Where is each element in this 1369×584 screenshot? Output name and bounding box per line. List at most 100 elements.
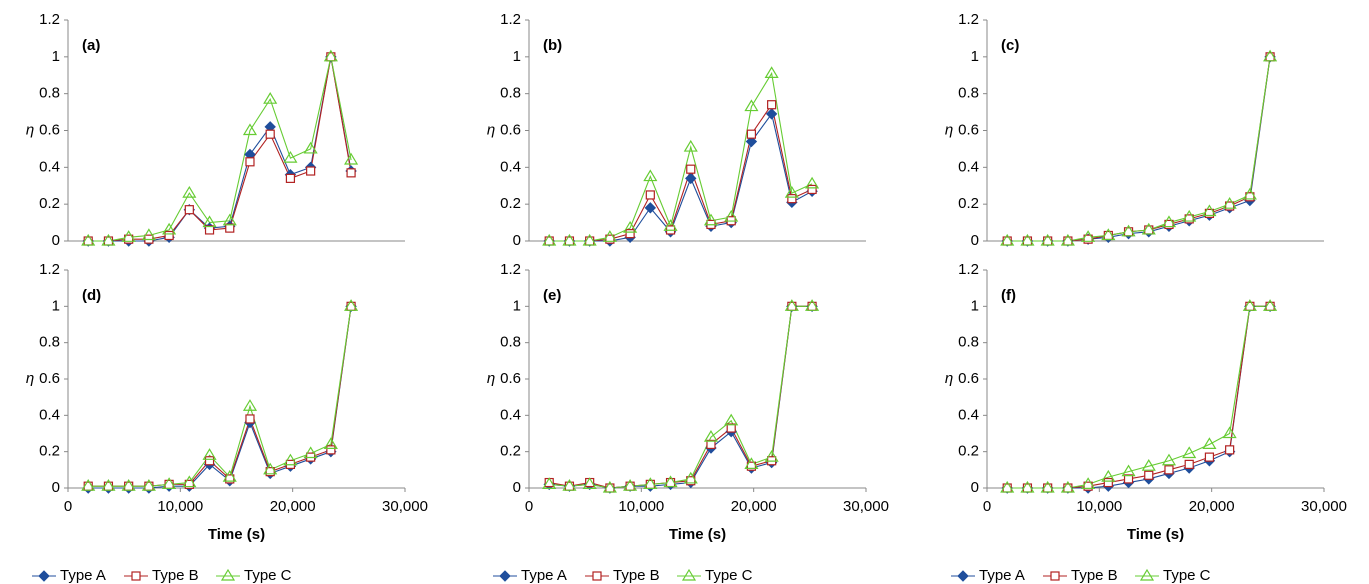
data-point — [1123, 474, 1134, 484]
data-point — [562, 233, 577, 246]
data-point — [807, 301, 817, 311]
x-tick-label: 10,000 — [157, 498, 203, 515]
data-point — [1000, 233, 1015, 246]
data-point — [542, 233, 557, 246]
data-point — [81, 233, 96, 246]
panel-label: (b) — [543, 37, 562, 54]
y-axis-label: η — [26, 370, 34, 387]
data-point — [1040, 480, 1055, 493]
data-point — [323, 437, 338, 449]
data-point — [184, 205, 194, 215]
y-axis-label: η — [945, 121, 953, 138]
data-point — [323, 49, 338, 62]
data-point — [303, 141, 318, 154]
data-point — [1141, 222, 1156, 235]
data-point — [1161, 453, 1177, 466]
data-point — [643, 169, 658, 182]
data-point — [1002, 236, 1012, 246]
y-axis-label: η — [26, 121, 34, 138]
panel-label: (c) — [1001, 37, 1019, 54]
data-point — [202, 448, 217, 460]
data-point — [805, 176, 820, 189]
data-point — [1263, 299, 1278, 311]
y-tick-label: 1 — [513, 297, 521, 314]
y-tick-label: 0.6 — [500, 370, 521, 387]
data-point — [1060, 480, 1075, 493]
data-point — [1020, 480, 1035, 493]
legend-label: Type B — [613, 567, 660, 584]
x-axis-label: Time (s) — [1127, 526, 1184, 543]
y-tick-label: 0.4 — [39, 406, 60, 423]
data-point — [1063, 236, 1073, 246]
data-point — [245, 157, 255, 167]
legend-marker — [220, 568, 236, 581]
y-tick-label: 0.6 — [500, 121, 521, 138]
data-point — [101, 233, 116, 246]
x-tick-label: 10,000 — [1076, 498, 1122, 515]
data-point — [703, 213, 719, 226]
x-tick-label: 20,000 — [731, 498, 777, 515]
legend-label: Type B — [1071, 567, 1118, 584]
data-point — [1103, 477, 1113, 488]
y-tick-label: 0.8 — [39, 85, 60, 102]
data-point — [784, 299, 799, 311]
x-tick-label: 30,000 — [382, 498, 428, 515]
data-point — [1265, 301, 1275, 311]
legend-label: Type A — [60, 567, 106, 584]
data-point — [1040, 233, 1055, 246]
legend-label: Type C — [705, 567, 753, 584]
series-line — [1007, 305, 1271, 489]
data-point — [344, 299, 359, 311]
data-point — [1225, 445, 1235, 455]
data-point — [623, 220, 638, 233]
data-point — [726, 423, 736, 433]
data-point — [805, 299, 820, 311]
legend-marker — [1139, 568, 1155, 581]
data-point — [665, 477, 676, 488]
y-tick-label: 0.4 — [500, 406, 521, 423]
y-tick-label: 0.6 — [39, 121, 60, 138]
y-tick-label: 1.2 — [958, 261, 979, 278]
data-point — [326, 52, 336, 62]
data-point — [346, 301, 356, 311]
data-point — [141, 228, 156, 241]
data-point — [807, 184, 817, 195]
data-point — [1060, 233, 1075, 246]
y-axis-label: η — [945, 370, 953, 387]
data-point — [344, 152, 359, 165]
y-tick-label: 0.6 — [39, 370, 60, 387]
data-point — [643, 477, 658, 489]
x-axis-label: Time (s) — [669, 526, 726, 543]
data-point — [1222, 426, 1237, 439]
data-point — [1204, 208, 1215, 218]
x-tick-label: 10,000 — [618, 498, 664, 515]
y-tick-label: 1 — [513, 48, 521, 65]
x-tick-label: 30,000 — [843, 498, 889, 515]
data-point — [562, 479, 577, 491]
data-point — [285, 173, 296, 183]
data-point — [103, 236, 114, 246]
data-point — [585, 236, 595, 246]
data-point — [303, 446, 318, 459]
data-point — [623, 479, 638, 491]
series-line — [549, 112, 813, 242]
data-point — [683, 471, 698, 484]
data-point — [1202, 437, 1217, 449]
data-point — [1081, 230, 1096, 242]
data-point — [1222, 197, 1237, 209]
y-tick-label: 0.6 — [958, 370, 979, 387]
data-point — [784, 185, 799, 198]
series-line — [88, 56, 352, 242]
y-tick-label: 0.2 — [39, 443, 60, 460]
data-point — [182, 475, 197, 488]
data-point — [544, 236, 554, 246]
data-point — [625, 481, 635, 491]
data-point — [1002, 483, 1012, 493]
y-tick-label: 0.2 — [958, 195, 979, 212]
series-line — [549, 71, 813, 242]
data-point — [1242, 299, 1257, 311]
data-point — [1164, 219, 1174, 230]
data-point — [564, 481, 575, 491]
data-point — [263, 92, 278, 104]
